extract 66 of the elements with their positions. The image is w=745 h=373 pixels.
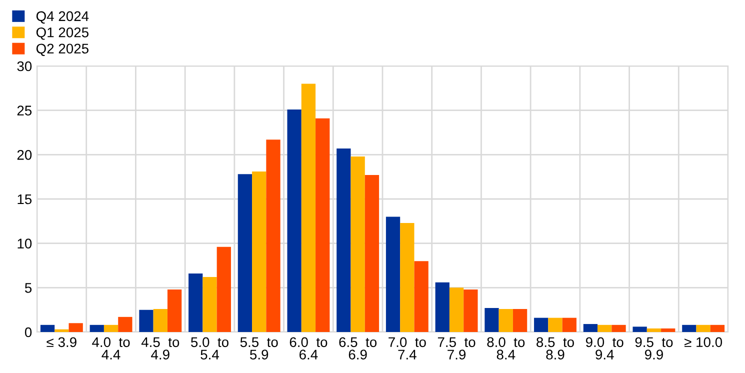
bar (710, 324, 725, 332)
x-tick-label: 5.0 to 5.4 (191, 337, 228, 360)
y-tick-label: 30 (17, 61, 32, 72)
bar (449, 288, 464, 332)
bar (583, 324, 598, 332)
bar (188, 273, 203, 332)
bar (350, 156, 365, 332)
bar (464, 289, 478, 332)
bar (54, 329, 69, 332)
legend-label: Q1 2025 (36, 27, 88, 40)
bar (400, 222, 414, 332)
bar (40, 324, 55, 332)
bar (252, 172, 266, 332)
x-tick-label: 5.5 to 5.9 (240, 337, 278, 360)
x-tick-label: ≥ 10.0 (684, 337, 722, 348)
bar (216, 246, 231, 332)
x-tick-label: 9.5 to 9.9 (635, 337, 673, 360)
bar (548, 318, 562, 332)
y-tick-label: 0 (24, 327, 32, 338)
bar (153, 308, 168, 332)
bar (498, 308, 513, 332)
bar (414, 261, 428, 332)
bar (90, 324, 104, 332)
bar (118, 316, 132, 332)
legend-label: Q4 2024 (36, 11, 89, 24)
x-tick-label: 7.0 to 7.4 (388, 337, 426, 360)
y-tick-label: 5 (24, 283, 32, 293)
bar (562, 318, 576, 332)
x-tick-label: 6.0 to 6.4 (290, 337, 328, 360)
x-tick-label: 8.5 to 8.9 (536, 337, 574, 360)
bar (598, 324, 612, 332)
bar (612, 324, 626, 332)
x-tick-label: 9.0 to 9.4 (586, 337, 624, 360)
x-tick-label: 8.0 to 8.4 (487, 337, 525, 360)
legend-label: Q2 2025 (36, 44, 88, 56)
y-tick-label: 25 (17, 106, 32, 116)
bar (287, 109, 302, 332)
bar (364, 175, 380, 332)
bar (646, 328, 662, 332)
y-tick-label: 20 (17, 150, 32, 160)
x-tick-label: 6.5 to 6.9 (339, 337, 377, 360)
bar (167, 289, 182, 332)
bar (336, 148, 351, 332)
bar (301, 84, 316, 332)
x-tick-label: ≤ 3.9 (46, 337, 76, 348)
bar (202, 277, 217, 332)
bar (316, 118, 330, 332)
x-tick-label: 4.0 to 4.4 (92, 337, 130, 360)
bar (682, 324, 696, 332)
bar (435, 282, 450, 332)
bar (139, 310, 154, 332)
x-tick-label: 7.5 to 7.9 (438, 337, 476, 360)
bar (661, 328, 676, 332)
y-tick-label: 15 (18, 194, 32, 204)
bar (696, 324, 710, 332)
bar (266, 140, 280, 332)
bar (484, 308, 499, 332)
bar (104, 324, 118, 332)
x-tick-label: 4.5 to 4.9 (141, 337, 180, 360)
bar (386, 216, 400, 332)
bar (68, 323, 83, 332)
y-tick-label: 10 (18, 238, 32, 249)
bar (238, 174, 252, 332)
bar (534, 318, 548, 332)
bar (632, 326, 647, 332)
bar (512, 308, 528, 332)
